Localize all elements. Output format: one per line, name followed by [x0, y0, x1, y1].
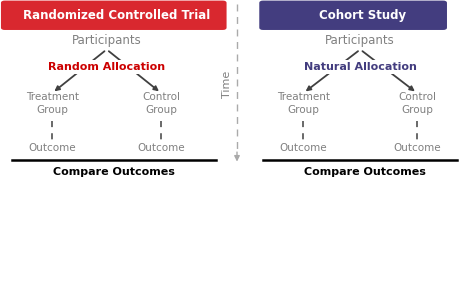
Text: Outcome: Outcome	[137, 143, 185, 153]
Text: Outcome: Outcome	[393, 143, 441, 153]
FancyBboxPatch shape	[259, 1, 447, 30]
Text: Treatment
Group: Treatment Group	[26, 92, 79, 114]
Text: Participants: Participants	[72, 34, 142, 47]
Text: Randomized Controlled Trial: Randomized Controlled Trial	[22, 9, 210, 22]
Text: Random Allocation: Random Allocation	[48, 62, 165, 72]
Text: Control
Group: Control Group	[142, 92, 180, 114]
Text: Compare Outcomes: Compare Outcomes	[304, 167, 426, 177]
Text: Outcome: Outcome	[280, 143, 327, 153]
Text: Participants: Participants	[325, 34, 395, 47]
Text: Compare Outcomes: Compare Outcomes	[53, 167, 175, 177]
Text: Time: Time	[221, 71, 232, 98]
Text: Outcome: Outcome	[28, 143, 76, 153]
Text: Treatment
Group: Treatment Group	[277, 92, 330, 114]
Text: Cohort Study: Cohort Study	[319, 9, 406, 22]
Text: Control
Group: Control Group	[398, 92, 436, 114]
FancyBboxPatch shape	[1, 1, 227, 30]
Text: Natural Allocation: Natural Allocation	[304, 62, 417, 72]
